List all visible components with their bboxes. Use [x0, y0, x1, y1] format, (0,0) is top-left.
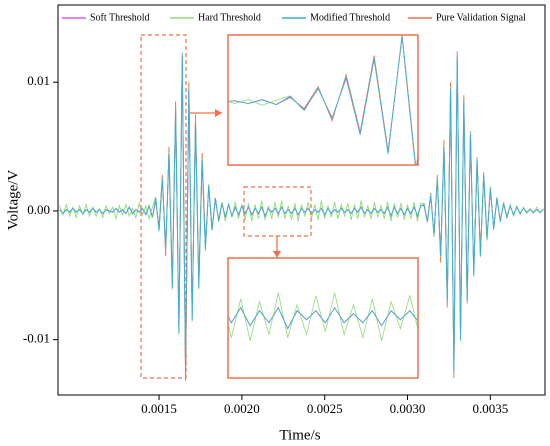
x-axis-label: Time/s [279, 427, 320, 443]
series-line [228, 35, 418, 165]
legend-label: Soft Threshold [90, 12, 150, 23]
inset [228, 35, 418, 165]
x-tick-label: 0.0035 [472, 401, 508, 416]
plot-frame [57, 4, 546, 396]
inset-frame [227, 34, 419, 166]
x-tick-label: 0.0025 [307, 401, 343, 416]
x-tick-label: 0.0015 [141, 401, 177, 416]
series-line [228, 306, 418, 330]
y-tick-label: 0.01 [27, 73, 50, 88]
x-tick-label: 0.0020 [224, 401, 260, 416]
y-tick-label: 0.00 [27, 202, 50, 217]
legend-label: Hard Threshold [198, 12, 261, 23]
inset [228, 292, 418, 341]
series-line [228, 292, 418, 341]
y-tick-label: -0.01 [23, 331, 50, 346]
x-tick-label: 0.0030 [390, 401, 426, 416]
legend-label: Modified Threshold [310, 12, 390, 23]
zoom-arrow-head [215, 109, 222, 117]
zoom-arrow-head [273, 251, 281, 258]
inset-bg [228, 258, 418, 378]
y-axis-label: Voltage/V [5, 170, 21, 231]
inset-frame [227, 257, 419, 379]
zoom-region [140, 34, 187, 379]
legend-label: Pure Validation Signal [436, 12, 526, 23]
series-line [59, 52, 544, 375]
